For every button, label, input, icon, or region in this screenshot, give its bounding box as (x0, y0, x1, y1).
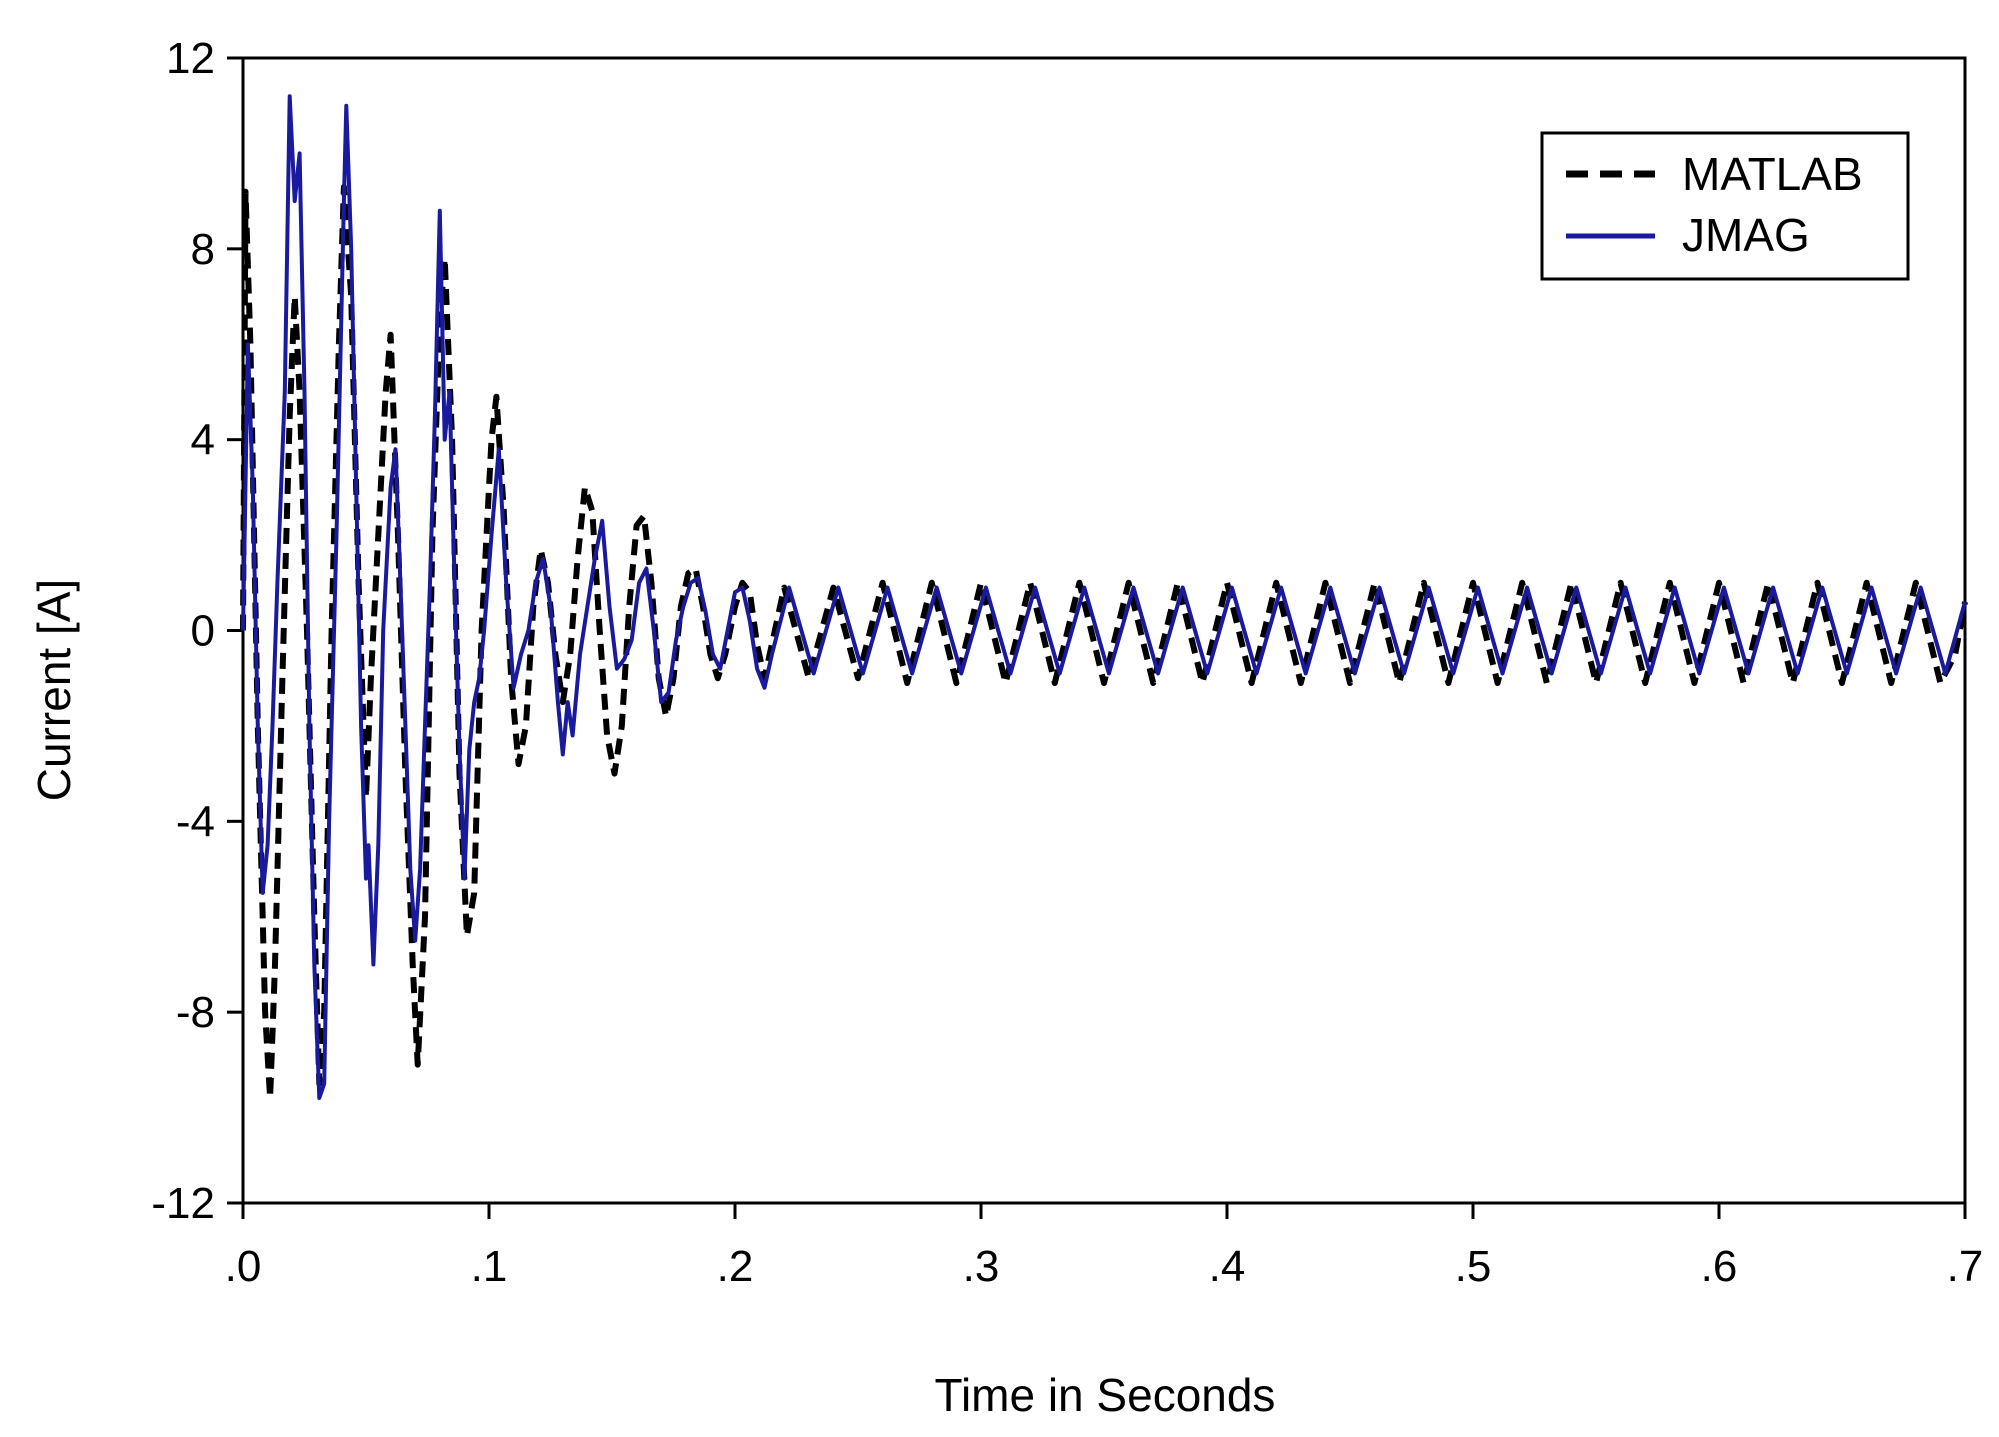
plot-layer: -12 -8 -4 0 4 8 12 .0 .1 .2 .3 .4 .5 .6 .7 (151, 34, 1983, 1291)
y-tick-label: -12 (151, 1179, 215, 1228)
x-tick-label: .1 (471, 1242, 508, 1291)
x-tick-label: .5 (1455, 1242, 1492, 1291)
x-axis-label: Time in Seconds (935, 1369, 1276, 1421)
y-tick-label: 12 (166, 34, 215, 83)
y-tick-label: -8 (176, 988, 215, 1037)
legend: MATLAB JMAG (1540, 131, 1910, 281)
x-tick-label: .4 (1209, 1242, 1246, 1291)
legend-label-jmag: JMAG (1682, 209, 1810, 261)
x-tick-label: .3 (963, 1242, 1000, 1291)
series-line-matlab (240, 183, 1968, 1101)
series-line-jmag (241, 94, 1967, 1100)
legend-label-matlab: MATLAB (1682, 148, 1863, 200)
y-tick-label: -4 (176, 797, 215, 846)
x-tick-label: .7 (1947, 1242, 1984, 1291)
legend-box (1540, 131, 1910, 281)
y-tick-label: 4 (191, 416, 215, 465)
y-tick-label: 0 (191, 607, 215, 656)
y-tick-label: 8 (191, 225, 215, 274)
y-axis-label: Current [A] (28, 579, 80, 801)
x-tick-label: .0 (225, 1242, 262, 1291)
x-tick-label: .6 (1701, 1242, 1738, 1291)
x-tick-label: .2 (717, 1242, 754, 1291)
